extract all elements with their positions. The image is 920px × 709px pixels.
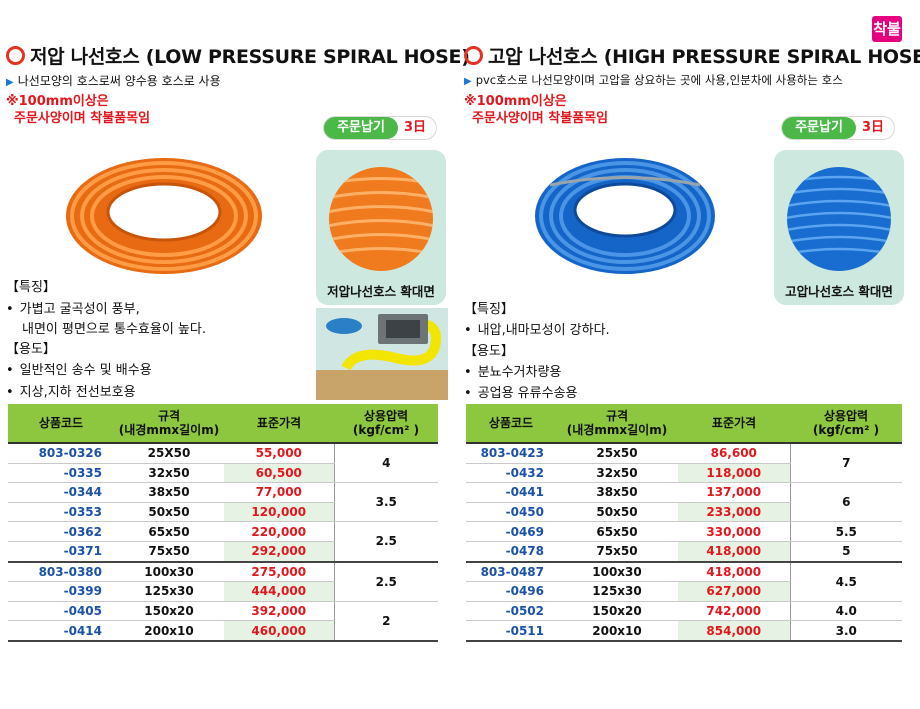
subtitle: ▶ 나선모양의 호스로써 양수용 호스로 사용 bbox=[6, 74, 221, 88]
zoom-panel: 저압나선호스 확대면 bbox=[316, 150, 446, 305]
zoom-caption: 고압나선호스 확대면 bbox=[785, 284, 893, 299]
orange-hose-coil-image bbox=[66, 158, 262, 274]
zoom-panel: 고압나선호스 확대면 bbox=[774, 150, 904, 305]
table-row: -0371 75x50 292,000 bbox=[8, 541, 438, 563]
features-header: 【특징】 bbox=[464, 302, 514, 317]
hose-closeup-image bbox=[329, 167, 433, 271]
low-pressure-price-table: 상품코드 규격 (내경mmx길이m) 표준가격 상용압력 (kgf/cm² ) 80… bbox=[8, 404, 438, 642]
pressure-cell: 2 bbox=[333, 601, 438, 642]
table-row: -0502 150x20 742,000 4.0 bbox=[466, 601, 902, 622]
section-title: 고압 나선호스 (HIGH PRESSURE SPIRAL HOSE) bbox=[464, 42, 920, 69]
usage-item: • 공업용 유류수송용 bbox=[464, 386, 578, 401]
usage-item: • 일반적인 송수 및 배수용 bbox=[6, 363, 152, 378]
table-row: 803-0487 100x30 418,000 4.5 bbox=[466, 561, 902, 602]
delivery-label: 주문납기 bbox=[324, 117, 398, 139]
usage-illustration bbox=[316, 308, 448, 400]
table-row: -0441 38x50 137,000 6 bbox=[466, 482, 902, 523]
high-pressure-section: 고압 나선호스 (HIGH PRESSURE SPIRAL HOSE) ▶ pvc… bbox=[458, 0, 920, 709]
delivery-value: 3日 bbox=[404, 120, 427, 135]
table-header-row: 상품코드 규격 (내경mmx길이m) 표준가격 상용압력 (kgf/cm² ) bbox=[8, 404, 438, 444]
pressure-cell: 6 bbox=[789, 482, 902, 523]
triangle-bullet-icon: ▶ bbox=[464, 76, 472, 87]
delivery-label: 주문납기 bbox=[782, 117, 856, 139]
usage-item: • 분뇨수거차량용 bbox=[464, 365, 562, 380]
table-row: -0353 50x50 120,000 bbox=[8, 502, 438, 523]
pressure-cell: 5 bbox=[789, 541, 902, 563]
cod-badge: 착불 bbox=[872, 16, 902, 42]
delivery-pill: 주문납기 3日 bbox=[324, 117, 436, 139]
features-header: 【특징】 bbox=[6, 280, 56, 295]
header-spec: 규격 (내경mmx길이m) bbox=[114, 404, 224, 444]
table-row: 803-0326 25X50 55,000 4 bbox=[8, 443, 438, 484]
subtitle: ▶ pvc호스로 나선모양이며 고압을 상요하는 곳에 사용,인분차에 사용하는 … bbox=[464, 73, 843, 87]
triangle-bullet-icon: ▶ bbox=[6, 77, 14, 88]
circle-icon bbox=[464, 46, 483, 65]
zoom-caption: 저압나선호스 확대면 bbox=[327, 284, 435, 299]
delivery-value: 3日 bbox=[862, 120, 885, 135]
pressure-cell: 4.0 bbox=[789, 601, 902, 622]
header-code: 상품코드 bbox=[466, 404, 556, 444]
table-row: -0414 200x10 460,000 bbox=[8, 620, 438, 642]
header-price: 표준가격 bbox=[678, 404, 790, 444]
table-header-row: 상품코드 규격 (내경mmx길이m) 표준가격 상용압력 (kgf/cm² ) bbox=[466, 404, 902, 444]
pressure-cell: 2.5 bbox=[333, 521, 438, 563]
table-row: 803-0423 25x50 86,600 7 bbox=[466, 443, 902, 484]
table-row: -0362 65x50 220,000 2.5 bbox=[8, 521, 438, 563]
table-row: -0496 125x30 627,000 bbox=[466, 581, 902, 602]
usage-header: 【용도】 bbox=[464, 344, 514, 359]
section-title: 저압 나선호스 (LOW PRESSURE SPIRAL HOSE) bbox=[6, 42, 470, 69]
note-line-2: 주문사양이며 착불품목임 bbox=[14, 111, 151, 126]
circle-icon bbox=[6, 46, 25, 65]
pressure-cell: 2.5 bbox=[333, 561, 438, 602]
pressure-cell: 7 bbox=[789, 443, 902, 484]
header-code: 상품코드 bbox=[8, 404, 114, 444]
table-row: -0469 65x50 330,000 5.5 bbox=[466, 521, 902, 542]
table-row: 803-0380 100x30 275,000 2.5 bbox=[8, 561, 438, 602]
feature-item: • 내압,내마모성이 강하다. bbox=[464, 323, 610, 338]
table-row: -0478 75x50 418,000 5 bbox=[466, 541, 902, 563]
high-pressure-price-table: 상품코드 규격 (내경mmx길이m) 표준가격 상용압력 (kgf/cm² ) 80… bbox=[466, 404, 902, 642]
header-pressure: 상용압력 (kgf/cm² ) bbox=[334, 404, 438, 444]
table-row: -0335 32x50 60,500 bbox=[8, 463, 438, 484]
header-spec: 규격 (내경mmx길이m) bbox=[556, 404, 678, 444]
table-row: -0405 150x20 392,000 2 bbox=[8, 601, 438, 642]
table-row: -0511 200x10 854,000 3.0 bbox=[466, 620, 902, 642]
low-pressure-section: 저압 나선호스 (LOW PRESSURE SPIRAL HOSE) ▶ 나선모양… bbox=[0, 0, 470, 709]
pressure-cell: 4 bbox=[333, 443, 438, 484]
table-row: -0450 50x50 233,000 bbox=[466, 502, 902, 523]
delivery-pill: 주문납기 3日 bbox=[782, 117, 894, 139]
usage-item: • 지상,지하 전선보호용 bbox=[6, 385, 136, 400]
blue-hose-coil-image bbox=[535, 158, 715, 274]
header-pressure: 상용압력 (kgf/cm² ) bbox=[790, 404, 902, 444]
pressure-cell: 5.5 bbox=[789, 521, 902, 542]
pressure-cell: 3.0 bbox=[789, 620, 902, 642]
hose-closeup-image bbox=[787, 167, 891, 271]
table-row: -0399 125x30 444,000 bbox=[8, 581, 438, 602]
note-line-2: 주문사양이며 착불품목임 bbox=[472, 111, 609, 126]
feature-item: • 가볍고 굴곡성이 풍부, bbox=[6, 302, 140, 317]
usage-header: 【용도】 bbox=[6, 342, 56, 357]
table-row: -0344 38x50 77,000 3.5 bbox=[8, 482, 438, 523]
note-line-1: ※100mm이상은 bbox=[464, 94, 567, 109]
pressure-cell: 3.5 bbox=[333, 482, 438, 523]
table-row: -0432 32x50 118,000 bbox=[466, 463, 902, 484]
feature-item-continued: 내면이 평면으로 통수효율이 높다. bbox=[22, 322, 206, 337]
note-line-1: ※100mm이상은 bbox=[6, 94, 109, 109]
pressure-cell: 4.5 bbox=[789, 561, 902, 602]
header-price: 표준가격 bbox=[224, 404, 334, 444]
